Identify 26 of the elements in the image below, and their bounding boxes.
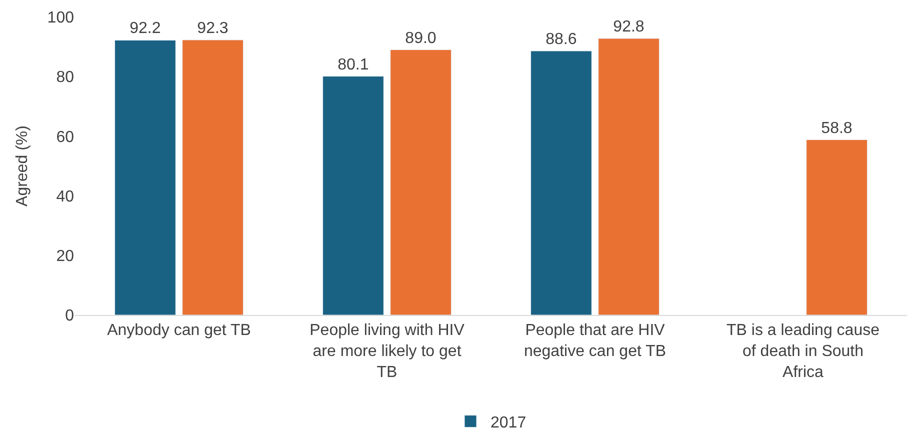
bar bbox=[322, 76, 384, 315]
y-tick-label: 80 bbox=[56, 69, 74, 86]
y-tick-label: 0 bbox=[65, 308, 74, 325]
data-label: 58.8 bbox=[821, 120, 852, 137]
data-label: 92.3 bbox=[197, 20, 228, 37]
bar bbox=[114, 40, 176, 315]
y-tick-label: 60 bbox=[56, 128, 74, 146]
y-tick-label: 40 bbox=[56, 188, 74, 206]
bar bbox=[598, 38, 660, 315]
data-label: 88.6 bbox=[546, 30, 577, 48]
y-tick-label: 100 bbox=[47, 10, 74, 27]
data-label: 92.2 bbox=[130, 20, 161, 38]
data-label: 92.8 bbox=[613, 18, 644, 36]
bar bbox=[182, 40, 244, 315]
legend-label: 2017 bbox=[490, 414, 526, 432]
bar bbox=[530, 50, 592, 315]
x-tick-label: People living with HIV are more likely to get TB bbox=[310, 322, 465, 381]
bar bbox=[806, 140, 868, 315]
y-axis-title: Agreed (%) bbox=[14, 126, 32, 206]
x-tick-label: People that are HIV negative can get TB bbox=[524, 322, 666, 360]
bar bbox=[390, 50, 452, 315]
data-label: 80.1 bbox=[338, 56, 369, 74]
y-tick-label: 20 bbox=[56, 248, 74, 265]
x-tick-label: Anybody can get TB bbox=[107, 322, 251, 340]
x-tick-label: TB is a leading cause of death in South Africa bbox=[726, 322, 880, 381]
data-label: 89.0 bbox=[405, 30, 436, 47]
